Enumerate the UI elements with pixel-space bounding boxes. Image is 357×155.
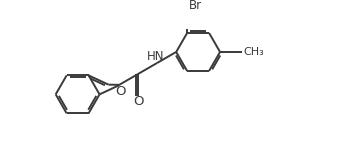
Text: CH₃: CH₃ (243, 47, 264, 57)
Text: HN: HN (147, 50, 165, 63)
Text: O: O (115, 85, 125, 98)
Text: O: O (133, 95, 144, 108)
Text: Br: Br (188, 0, 202, 12)
